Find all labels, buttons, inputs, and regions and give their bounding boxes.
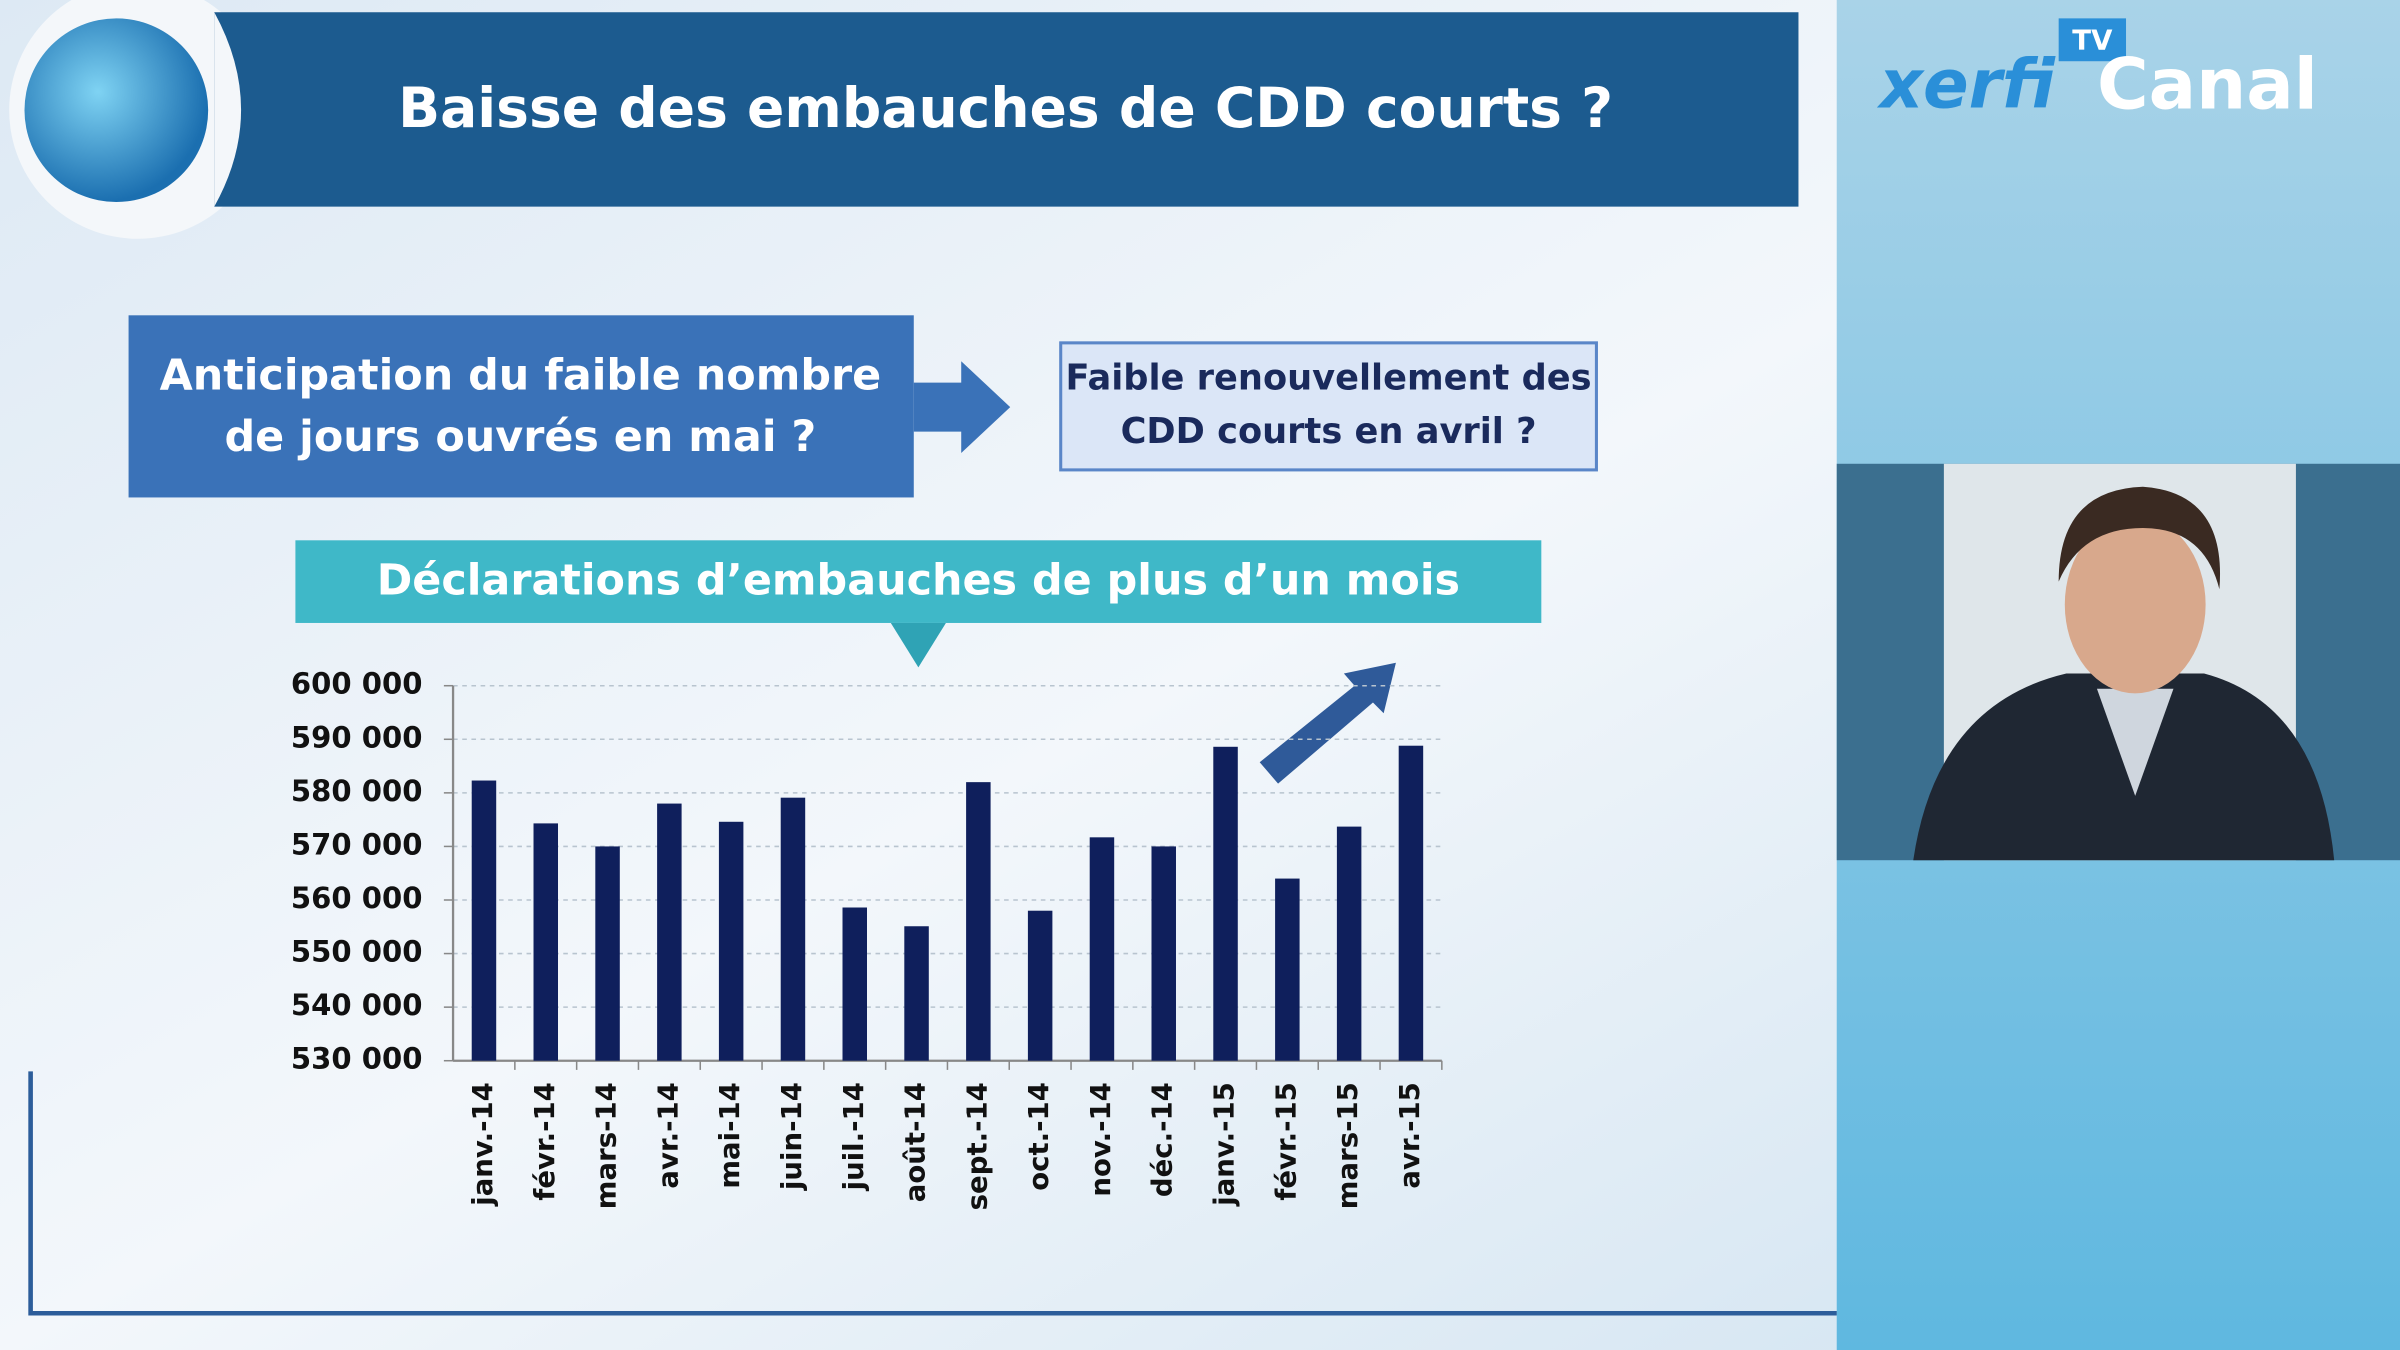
bar xyxy=(1213,746,1238,1061)
y-tick-label: 550 000 xyxy=(291,935,423,969)
title: Baisse des embauches de CDD courts ? xyxy=(398,76,1613,140)
x-tick-label: mai-14 xyxy=(714,1082,746,1189)
logo-channel: Canal xyxy=(2097,43,2318,125)
bar xyxy=(595,846,620,1061)
x-tick-label: nov.-14 xyxy=(1085,1082,1117,1196)
x-tick-label: janv.-15 xyxy=(1209,1082,1241,1207)
bar xyxy=(718,821,744,1061)
chart-title: Déclarations d’embauches de plus d’un mo… xyxy=(377,556,1460,606)
bar xyxy=(1398,745,1424,1061)
x-tick-label: août-14 xyxy=(900,1082,932,1202)
frame-line xyxy=(28,1071,1837,1316)
bar xyxy=(471,780,497,1061)
trend-arrow xyxy=(1259,662,1396,784)
person-shirt xyxy=(2096,688,2174,796)
bar xyxy=(842,907,867,1061)
callout-arrow xyxy=(913,361,1011,454)
logo-tv-box xyxy=(2058,18,2127,62)
y-tick-label: 600 000 xyxy=(291,667,423,701)
x-tick-label: avr.-15 xyxy=(1394,1082,1426,1188)
person-body xyxy=(1913,673,2335,861)
person-hair xyxy=(2058,486,2221,590)
bar xyxy=(904,926,929,1061)
callout-box xyxy=(128,315,914,498)
chart-title-band xyxy=(295,540,1542,623)
x-tick-label: janv.-14 xyxy=(467,1082,499,1207)
logo-tv: TV xyxy=(2072,24,2113,56)
x-tick-label: avr.-14 xyxy=(652,1082,684,1188)
bar xyxy=(1027,910,1053,1061)
x-tick-label: juil.-14 xyxy=(838,1082,870,1191)
callout-line: CDD courts en avril ? xyxy=(1121,411,1537,452)
banner-curve xyxy=(214,12,242,207)
x-tick-label: oct.-14 xyxy=(1023,1082,1055,1191)
video-inset xyxy=(1836,463,2400,861)
callout-line: Faible renouvellement des xyxy=(1066,358,1592,399)
x-tick-label: sept.-14 xyxy=(961,1082,993,1210)
x-tick-label: déc.-14 xyxy=(1147,1082,1179,1197)
callout-line: de jours ouvrés en mai ? xyxy=(225,412,817,462)
y-tick-label: 530 000 xyxy=(291,1042,423,1076)
x-tick-label: févr.-14 xyxy=(529,1082,561,1201)
chart-title-arrow xyxy=(890,622,946,668)
y-tick-label: 570 000 xyxy=(291,827,423,861)
y-tick-label: 580 000 xyxy=(291,774,423,808)
logo-brand: xerfi xyxy=(1877,44,2056,123)
callout-box xyxy=(1059,341,1598,472)
x-tick-label: févr.-15 xyxy=(1270,1082,1302,1201)
bar xyxy=(966,782,991,1061)
y-tick-label: 540 000 xyxy=(291,988,423,1022)
bar xyxy=(657,803,682,1061)
bar xyxy=(1151,846,1176,1061)
chart: 530 000 540 000 550 000 560 000 570 000 580 0… xyxy=(291,667,1443,1210)
bar xyxy=(1275,878,1300,1061)
bar xyxy=(780,797,806,1061)
x-tick-label: mars-14 xyxy=(591,1082,623,1209)
x-tick-label: mars-15 xyxy=(1332,1082,1364,1209)
callout-line: Anticipation du faible nombre xyxy=(160,351,882,401)
bar xyxy=(1089,837,1115,1061)
globe xyxy=(24,18,209,203)
person-face xyxy=(2064,515,2206,694)
title-banner xyxy=(214,12,1799,207)
y-tick-label: 590 000 xyxy=(291,720,423,754)
y-tick-label: 560 000 xyxy=(291,881,423,915)
bar xyxy=(1336,826,1362,1061)
bar xyxy=(533,823,559,1061)
x-tick-label: juin-14 xyxy=(776,1082,808,1191)
